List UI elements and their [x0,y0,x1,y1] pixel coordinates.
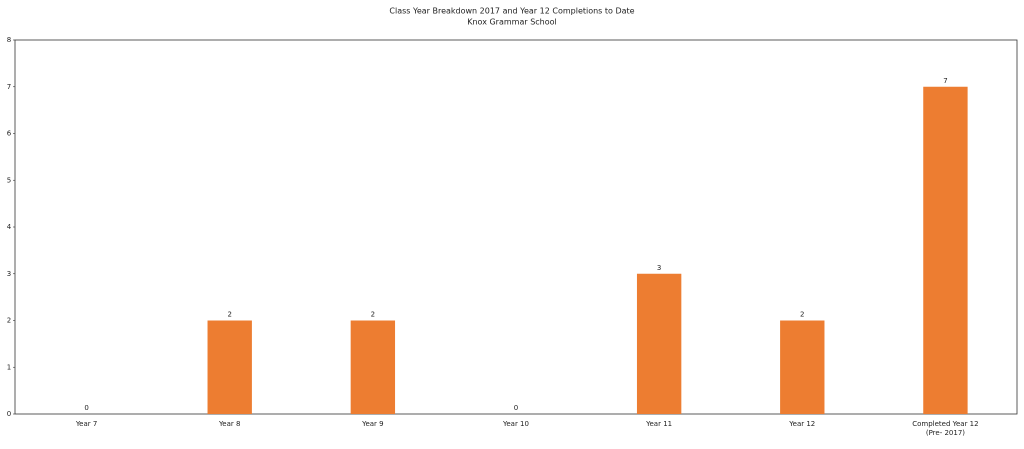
value-label: 2 [371,311,375,319]
x-tick-label: Year 8 [218,420,241,428]
y-tick-label: 7 [7,83,11,91]
x-tick-label: Year 12 [788,420,815,428]
bar [350,320,396,414]
value-label: 0 [84,404,88,412]
bar [207,320,252,414]
bar [923,86,968,414]
bar [636,273,682,414]
value-label: 2 [800,311,804,319]
y-tick-label: 1 [7,363,11,371]
value-label: 2 [227,311,231,319]
y-tick-label: 8 [7,36,11,44]
x-tick-label: Year 7 [75,420,98,428]
x-tick-label: Year 9 [361,420,384,428]
value-label: 7 [943,77,947,85]
y-tick-label: 6 [7,130,12,138]
y-tick-label: 5 [7,176,11,184]
value-label: 0 [514,404,518,412]
plot-frame [14,39,1018,415]
chart-subtitle: Knox Grammar School [467,18,557,27]
chart-title: Class Year Breakdown 2017 and Year 12 Co… [389,7,634,16]
y-tick-label: 2 [7,317,11,325]
y-tick-label: 4 [7,223,12,231]
x-tick-label: Year 10 [502,420,529,428]
x-tick-label: Completed Year 12 (Pre- 2017) [912,420,978,437]
y-tick-label: 3 [7,270,11,278]
bar [780,320,825,414]
value-label: 3 [657,264,661,272]
x-tick-label: Year 11 [645,420,672,428]
y-tick-label: 0 [7,410,11,418]
